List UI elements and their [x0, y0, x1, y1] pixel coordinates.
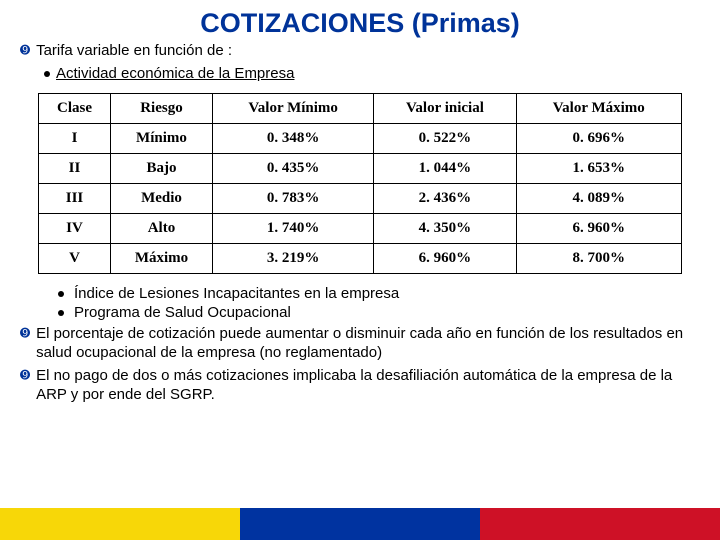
- paragraph-text: El porcentaje de cotización puede aument…: [36, 324, 700, 362]
- th-maximo: Valor Máximo: [516, 94, 681, 124]
- note-text: Índice de Lesiones Incapacitantes en la …: [74, 284, 399, 303]
- cell: Bajo: [110, 154, 212, 184]
- cell: 6. 960%: [374, 244, 516, 274]
- flag-blue: [240, 508, 480, 540]
- table-header-row: Clase Riesgo Valor Mínimo Valor inicial …: [39, 94, 682, 124]
- dot-icon: [58, 310, 64, 316]
- sub-bullet-actividad: Actividad económica de la Empresa: [0, 62, 720, 85]
- cell: 1. 044%: [374, 154, 516, 184]
- flag-yellow: [0, 508, 240, 540]
- cell: Máximo: [110, 244, 212, 274]
- table-row: V Máximo 3. 219% 6. 960% 8. 700%: [39, 244, 682, 274]
- flag-red: [480, 508, 720, 540]
- cell: 4. 089%: [516, 184, 681, 214]
- paragraph-cotizacion: ➒ El porcentaje de cotización puede aume…: [0, 322, 720, 364]
- table-row: III Medio 0. 783% 2. 436% 4. 089%: [39, 184, 682, 214]
- cell: Mínimo: [110, 124, 212, 154]
- bullet-text: Actividad económica de la Empresa: [56, 64, 294, 83]
- th-clase: Clase: [39, 94, 111, 124]
- cell: 0. 522%: [374, 124, 516, 154]
- cell: 3. 219%: [212, 244, 373, 274]
- cell: 0. 696%: [516, 124, 681, 154]
- cotizaciones-table: Clase Riesgo Valor Mínimo Valor inicial …: [38, 93, 682, 274]
- cell: V: [39, 244, 111, 274]
- bullet-icon: ➒: [20, 324, 30, 362]
- note-line: Programa de Salud Ocupacional: [58, 303, 700, 322]
- table-row: II Bajo 0. 435% 1. 044% 1. 653%: [39, 154, 682, 184]
- table-row: IV Alto 1. 740% 4. 350% 6. 960%: [39, 214, 682, 244]
- note-line: Índice de Lesiones Incapacitantes en la …: [58, 284, 700, 303]
- cell: II: [39, 154, 111, 184]
- cell: IV: [39, 214, 111, 244]
- cell: 1. 740%: [212, 214, 373, 244]
- cell: I: [39, 124, 111, 154]
- dot-icon: [58, 291, 64, 297]
- cell: 8. 700%: [516, 244, 681, 274]
- table-row: I Mínimo 0. 348% 0. 522% 0. 696%: [39, 124, 682, 154]
- cell: Alto: [110, 214, 212, 244]
- flag-stripe: [0, 508, 720, 540]
- th-minimo: Valor Mínimo: [212, 94, 373, 124]
- table-container: Clase Riesgo Valor Mínimo Valor inicial …: [0, 85, 720, 280]
- dot-icon: [44, 71, 50, 77]
- cell: 6. 960%: [516, 214, 681, 244]
- bullet-tarifa: ➒ Tarifa variable en función de :: [0, 39, 720, 62]
- cell: Medio: [110, 184, 212, 214]
- cell: 0. 435%: [212, 154, 373, 184]
- th-riesgo: Riesgo: [110, 94, 212, 124]
- cell: 4. 350%: [374, 214, 516, 244]
- cell: III: [39, 184, 111, 214]
- th-inicial: Valor inicial: [374, 94, 516, 124]
- cell: 2. 436%: [374, 184, 516, 214]
- table-body: I Mínimo 0. 348% 0. 522% 0. 696% II Bajo…: [39, 124, 682, 274]
- bullet-text: Tarifa variable en función de :: [36, 41, 232, 60]
- cell: 0. 783%: [212, 184, 373, 214]
- bullet-icon: ➒: [20, 41, 30, 59]
- note-text: Programa de Salud Ocupacional: [74, 303, 291, 322]
- page-title: COTIZACIONES (Primas): [0, 0, 720, 39]
- footer-notes: Índice de Lesiones Incapacitantes en la …: [0, 280, 720, 322]
- cell: 0. 348%: [212, 124, 373, 154]
- cell: 1. 653%: [516, 154, 681, 184]
- paragraph-no-pago: ➒ El no pago de dos o más cotizaciones i…: [0, 364, 720, 406]
- bullet-icon: ➒: [20, 366, 30, 404]
- paragraph-text: El no pago de dos o más cotizaciones imp…: [36, 366, 700, 404]
